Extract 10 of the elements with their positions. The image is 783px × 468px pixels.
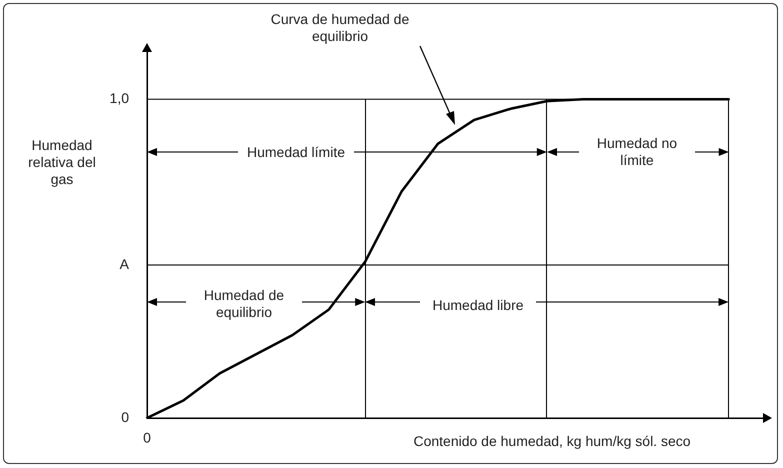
text: Curva de humedad de equilibrio <box>262 11 418 45</box>
annotation: Humedad no límite <box>579 135 695 169</box>
y-tick-label: A <box>120 256 130 272</box>
annotation: Humedad límite <box>238 144 354 160</box>
x-axis-title: Contenido de humedad, kg hum/kg sól. seco <box>412 432 692 450</box>
y-axis-title: Humedad relativa del gas <box>27 136 97 188</box>
y-tick-label: 1,0 <box>110 90 130 106</box>
annotation: Humedad de equilibrio <box>186 287 302 321</box>
y-tick-label: 0 <box>121 408 130 425</box>
annotation: Humedad libre <box>420 296 536 314</box>
